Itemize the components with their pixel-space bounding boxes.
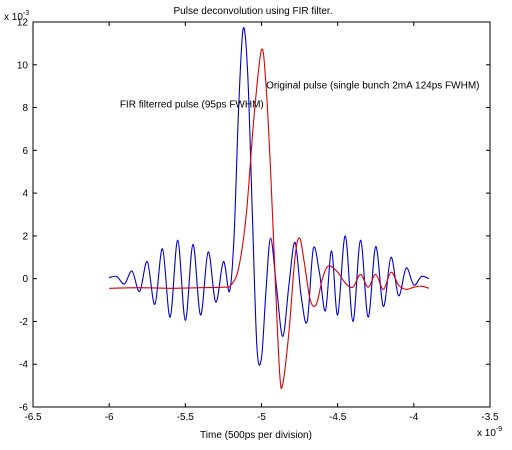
y-tick-label: 0 — [22, 274, 28, 285]
chart-title: Pulse deconvolution using FIR filter. — [174, 6, 333, 17]
x-exponent-power: -9 — [496, 426, 502, 433]
x-tick-label: -3.5 — [481, 412, 499, 423]
y-tick-label: -4 — [19, 360, 28, 371]
x-exponent-label: x 10-9 — [477, 426, 502, 439]
y-tick-label: 6 — [22, 146, 28, 157]
x-tick-label: -5 — [257, 412, 266, 423]
x-tick-label: -6.5 — [24, 412, 42, 423]
y-tick-label: -6 — [19, 403, 28, 414]
x-tick-label: -6 — [105, 412, 114, 423]
x-axis-label: Time (500ps per division) — [200, 430, 312, 441]
annotation-original-pulse: Original pulse (single bunch 2mA 124ps F… — [266, 80, 479, 91]
original-pulse-line — [109, 48, 430, 390]
y-tick-label: -2 — [19, 317, 28, 328]
x-axis-ticks: -6.5 -6 -5.5 -5 -4.5 -4 -3.5 — [24, 22, 499, 423]
y-tick-label: 4 — [22, 189, 28, 200]
annotation-fir-pulse: FIR filterred pulse (95ps FWHM) — [120, 100, 264, 111]
x-tick-label: -5.5 — [177, 412, 195, 423]
series-layer — [109, 27, 430, 390]
y-tick-label: 12 — [17, 18, 29, 29]
y-tick-label: 2 — [22, 231, 28, 242]
fir-filtered-pulse-line — [109, 27, 430, 366]
y-axis-ticks: -6 -4 -2 0 2 4 6 8 10 12 — [17, 18, 490, 414]
y-exponent-power: -3 — [23, 10, 29, 17]
y-exponent-label: x 10-3 — [4, 10, 29, 23]
x-tick-label: -4.5 — [329, 412, 347, 423]
y-tick-label: 8 — [22, 103, 28, 114]
y-tick-label: 10 — [17, 60, 29, 71]
x-tick-label: -4 — [409, 412, 418, 423]
annotation-layer: Original pulse (single bunch 2mA 124ps F… — [120, 80, 480, 110]
